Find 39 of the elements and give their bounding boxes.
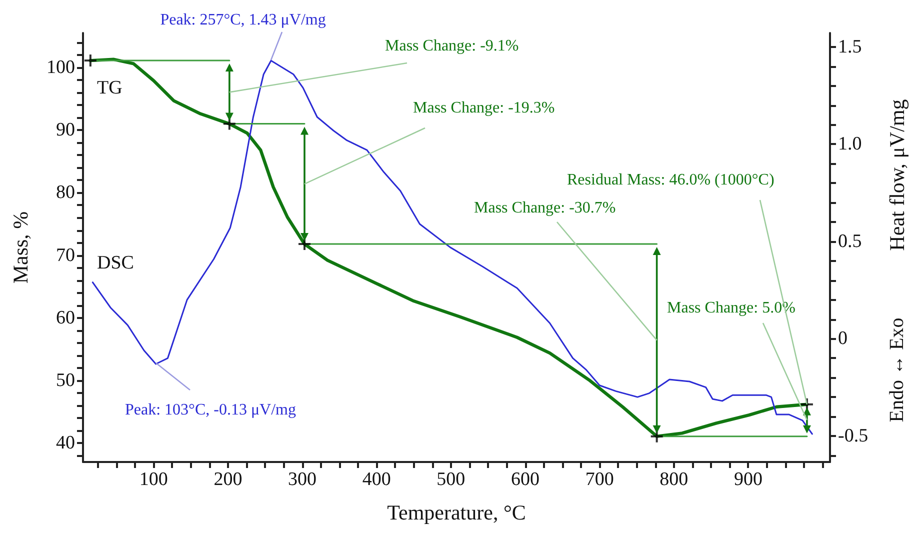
series-label: DSC xyxy=(97,252,134,274)
x-tick-label: 500 xyxy=(436,469,466,490)
annotation: Mass Change: -30.7% xyxy=(474,200,616,216)
x-tick-label: 400 xyxy=(362,469,391,490)
point xyxy=(650,429,664,444)
y-tick-label: 100 xyxy=(46,56,75,78)
y2-tick-label: 1.5 xyxy=(838,36,862,58)
annotation: Residual Mass: 46.0% (1000°C) xyxy=(567,172,774,188)
x-tick-label: 800 xyxy=(660,469,688,490)
point xyxy=(298,237,312,252)
y-tick-label: 70 xyxy=(56,244,75,266)
y2-tick-label: 1.0 xyxy=(838,134,862,155)
annotation: Peak: 103°C, -0.13 μV/mg xyxy=(125,402,296,418)
y2-tick-label: -0.5 xyxy=(838,425,868,446)
x-tick-label: 100 xyxy=(139,469,168,490)
text: Endo ↔ Exo xyxy=(886,318,908,422)
x-axis-title: Temperature, °C xyxy=(387,500,526,524)
y-axis-title: Mass, % xyxy=(8,211,32,284)
x-tick-label: 300 xyxy=(288,469,317,490)
y-tick-label: 80 xyxy=(56,182,75,204)
x-tick-label: 900 xyxy=(734,469,762,490)
annotation: Mass Change: 5.0% xyxy=(667,300,796,316)
point xyxy=(83,54,98,68)
series-label: TG xyxy=(97,78,123,98)
y2-tick-label: 0 xyxy=(838,328,848,350)
text: Peak: 257°C, 1.43 μV/mg xyxy=(160,12,326,28)
point xyxy=(800,397,814,412)
y-tick-label: 90 xyxy=(56,120,75,141)
x-tick-label: 600 xyxy=(511,469,540,490)
point xyxy=(222,116,236,131)
x-tick-label: 200 xyxy=(214,469,242,490)
x-tick-label: 700 xyxy=(585,469,614,490)
y-tick-label: 40 xyxy=(56,432,75,454)
annotation: Mass Change: -19.3% xyxy=(413,100,555,116)
y-tick-label: 60 xyxy=(56,307,75,328)
y2-tick-label: 0.5 xyxy=(838,230,862,252)
annotation: Mass Change: -9.1% xyxy=(385,38,519,54)
y-tick-label: 50 xyxy=(56,370,75,392)
y2-axis-title: Heat flow, μV/mg xyxy=(885,98,909,251)
